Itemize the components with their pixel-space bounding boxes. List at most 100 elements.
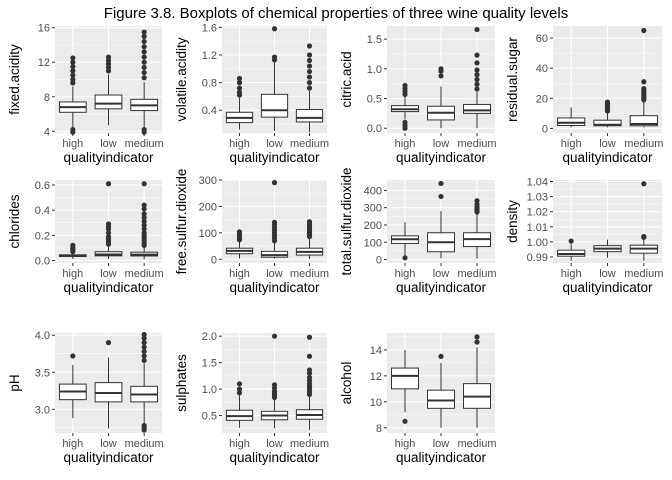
outlier-point [474, 72, 480, 78]
y-tick-label: 200 [199, 201, 217, 213]
y-axis-title: sulphates [174, 354, 189, 412]
outlier-point [306, 367, 313, 373]
outlier-point [474, 52, 480, 58]
y-tick-label: 1.2 [202, 50, 217, 62]
outlier-point [402, 418, 408, 424]
y-axis-title: total.sulfur.dioxide [339, 167, 354, 275]
outlier-point [141, 38, 147, 45]
x-tick-label: medium [125, 268, 164, 280]
outlier-point [438, 180, 444, 187]
outlier-point [141, 340, 147, 346]
box-iqr [295, 109, 324, 123]
outlier-point [474, 198, 480, 204]
y-tick-label: 12 [38, 57, 50, 69]
outlier-point [438, 353, 444, 359]
x-tick-label: low [100, 138, 117, 150]
box-high [225, 381, 254, 428]
box-low [593, 239, 622, 258]
outlier-point [105, 340, 112, 346]
panel-chlorides: 0.0 0.2 0.4 0.6 high low mediumqualityindicato… [7, 180, 164, 295]
outlier-point [271, 219, 278, 225]
box-medium [295, 334, 324, 430]
outlier-point [141, 59, 147, 65]
y-tick-label: 0.99 [527, 252, 548, 264]
y-tick-label: 12 [370, 371, 382, 383]
outlier-point [105, 54, 112, 60]
box-iqr [629, 115, 658, 127]
outlier-point [474, 81, 480, 87]
y-tick-label: 3.5 [35, 367, 50, 379]
outlier-point [306, 353, 313, 359]
x-axis-title: qualityindicator [396, 450, 487, 465]
y-tick-label: 0 [211, 254, 217, 266]
outlier-point [141, 49, 147, 55]
y-tick-label: 1.0 [367, 64, 382, 76]
box-high [58, 242, 87, 259]
x-tick-label: high [561, 268, 582, 280]
outlier-point [141, 218, 147, 225]
box-medium [463, 198, 491, 259]
x-axis-title: qualityindicator [63, 150, 154, 165]
x-axis-title: qualityindicator [229, 280, 320, 295]
outlier-point [105, 181, 112, 187]
box-iqr [593, 119, 622, 127]
panel-sulphates: 0.5 1.0 1.5 2.0 high low mediumqualityindicato… [174, 331, 329, 465]
box-medium [295, 43, 324, 133]
box-low [94, 54, 123, 126]
y-tick-label: 8 [376, 423, 382, 435]
outlier-point [306, 52, 313, 58]
outlier-point [306, 68, 313, 75]
y-tick-label: 1.02 [527, 207, 548, 219]
box-medium [130, 181, 159, 260]
y-axis-title: free.sulfur.dioxide [174, 169, 189, 275]
outlier-point [438, 73, 444, 79]
outlier-point [141, 357, 147, 364]
y-tick-label: 1.00 [527, 237, 548, 249]
outlier-point [474, 67, 480, 73]
y-axis-title: residual.sugar [505, 37, 520, 122]
outlier-point [306, 334, 313, 340]
y-tick-label: 100 [199, 228, 217, 240]
x-tick-label: high [62, 138, 83, 150]
outlier-point [604, 99, 611, 105]
x-tick-label: high [62, 268, 83, 280]
outlier-point [306, 57, 313, 64]
outlier-point [402, 82, 408, 89]
y-tick-label: 20 [536, 93, 548, 105]
outlier-point [236, 89, 243, 95]
outlier-point [141, 202, 147, 208]
y-tick-label: 400 [364, 185, 382, 197]
panel-citric-acid: 0.0 0.5 1.0 1.5 high low mediumqualityindicato… [339, 26, 497, 165]
y-tick-label: 1.01 [527, 222, 548, 234]
panel-volatile-acidity: 0.4 0.8 1.2 1.6 high low mediumqualityindicato… [174, 22, 329, 165]
outlier-point [438, 193, 444, 200]
y-tick-label: 0.8 [202, 78, 217, 90]
y-tick-label: 0.0 [367, 123, 382, 135]
box-low [94, 181, 123, 259]
outlier-point [641, 85, 647, 92]
outlier-point [306, 219, 313, 225]
x-tick-label: low [100, 438, 117, 450]
outlier-point [236, 386, 243, 392]
x-tick-label: low [266, 438, 283, 450]
x-tick-label: low [433, 268, 450, 280]
outlier-point [141, 226, 147, 232]
y-axis-title: chlorides [7, 194, 22, 248]
outlier-point [271, 26, 278, 32]
outlier-point [70, 76, 76, 83]
box-high [557, 107, 586, 128]
box-low [94, 340, 123, 429]
outlier-point [70, 63, 76, 70]
y-tick-label: 0 [542, 123, 548, 135]
y-tick-label: 4.0 [35, 330, 50, 342]
outlier-point [141, 64, 147, 71]
box-medium [463, 334, 491, 428]
outlier-point [141, 181, 147, 187]
x-axis-title: qualityindicator [229, 150, 320, 165]
y-tick-label: 0.2 [35, 230, 50, 242]
outlier-point [141, 29, 147, 35]
outlier-point [141, 126, 147, 133]
outlier-point [306, 80, 313, 86]
outlier-point [641, 233, 647, 240]
outlier-point [306, 43, 313, 49]
